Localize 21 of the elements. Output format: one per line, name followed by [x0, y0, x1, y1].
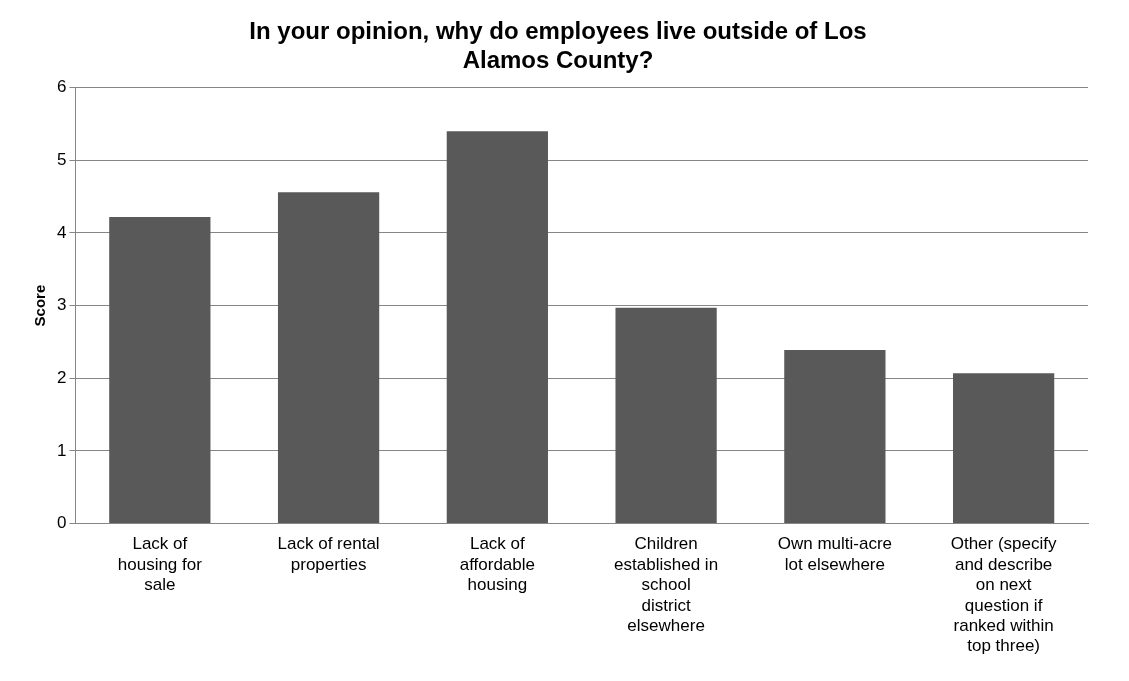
y-axis-title: Score	[31, 284, 49, 327]
bar	[446, 131, 548, 524]
y-tick-label: 3	[56, 295, 67, 315]
bar	[109, 216, 211, 524]
y-tick-label: 1	[56, 440, 67, 460]
bar	[615, 307, 717, 524]
bar	[277, 192, 380, 524]
y-tick-label: 4	[56, 222, 67, 242]
x-tick-label: Lack of affordable housing	[459, 534, 535, 595]
x-tick-label: Other (specify and describe on next question if ranked within top three)	[950, 534, 1058, 656]
y-tick-label: 5	[56, 149, 67, 169]
y-tick-label: 6	[56, 77, 67, 97]
bar	[784, 349, 886, 524]
x-tick-label: Lack of housing for sale	[117, 534, 203, 595]
bar	[952, 373, 1055, 524]
x-tick-label: Children established in school district elsewhere	[614, 534, 719, 636]
y-tick-label: 0	[56, 513, 67, 533]
x-tick-label: Own multi-acre lot elsewhere	[777, 534, 893, 574]
x-tick-label: Lack of rental properties	[277, 534, 380, 574]
chart-title: In your opinion, why do employees live outside of Los Alamos County?	[249, 17, 867, 73]
y-tick-label: 2	[56, 367, 67, 387]
